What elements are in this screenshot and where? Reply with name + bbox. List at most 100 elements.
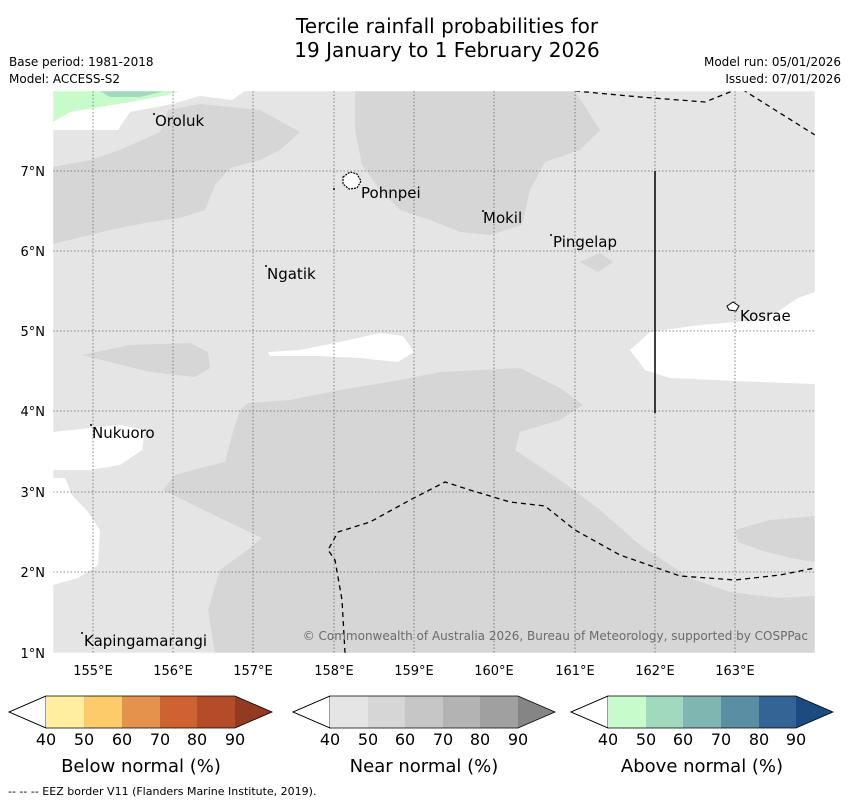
- title-line-1: Tercile rainfall probabilities for: [295, 14, 599, 38]
- title-line-2: 19 January to 1 February 2026: [294, 38, 600, 62]
- lat-tick-7: 7°N: [21, 165, 46, 180]
- colorbar-below-tick-90: 90: [225, 730, 245, 749]
- map-frame: [52, 90, 816, 654]
- model-run: Model run: 05/01/2026: [703, 55, 841, 69]
- colorbar-above-tick-70: 70: [711, 730, 731, 749]
- colorbar-near-tick-90: 90: [508, 730, 528, 749]
- colorbar-above-band-5: [759, 696, 796, 728]
- lon-tick-158: 158°E: [314, 664, 354, 679]
- colorbar-below-band-5: [197, 696, 235, 728]
- colorbar-near-title: Near normal (%): [350, 756, 499, 777]
- meta-right: Model run: 05/01/2026 Issued: 07/01/2026: [704, 54, 841, 88]
- lat-tick-4: 4°N: [21, 405, 46, 420]
- lon-tick-157: 157°E: [233, 664, 273, 679]
- issued-date: Issued: 07/01/2026: [725, 72, 841, 86]
- near-normal-50-60-region-north: [355, 91, 600, 235]
- kosrae-island: [726, 301, 740, 312]
- colorbar-above-outline: [569, 695, 835, 729]
- place-label-kosrae: Kosrae: [740, 307, 791, 325]
- place-label-kapingamarangi: Kapingamarangi: [84, 632, 207, 650]
- place-label-pingelap: Pingelap: [553, 233, 617, 251]
- pingelap-dot: [550, 234, 552, 236]
- near-normal-50-60-region-nw: [53, 104, 300, 244]
- base-period: Base period: 1981-2018: [9, 55, 154, 69]
- colorbar-near-band-2: [368, 696, 405, 728]
- colorbar-near-tick-80: 80: [470, 730, 490, 749]
- colorbar-near-normal: 40 50 60 70 80 90 Near normal (%): [291, 695, 557, 777]
- near-normal-50-60-region-small: [580, 253, 613, 272]
- colorbar-near-tick-40: 40: [320, 730, 340, 749]
- colorbar-near-outline: [291, 695, 557, 729]
- lat-axis: 7°N 6°N 5°N 4°N 3°N 2°N 1°N: [21, 165, 46, 662]
- eez-footer-note: -- -- -- EEZ border V11 (Flanders Marine…: [8, 785, 317, 798]
- colorbar-below-tick-80: 80: [187, 730, 207, 749]
- colorbar-below-max-arrow: [235, 696, 272, 728]
- mokil-dot: [482, 210, 484, 212]
- colorbar-near-band-5: [480, 696, 518, 728]
- lat-tick-2: 2°N: [21, 566, 46, 581]
- colorbar-below-band-4: [160, 696, 197, 728]
- lon-tick-155: 155°E: [73, 664, 113, 679]
- colorbar-above-max-arrow: [796, 696, 833, 728]
- above-normal-40-50-region: [53, 91, 180, 122]
- oroluk-dot: [153, 113, 155, 115]
- lon-tick-159: 159°E: [394, 664, 434, 679]
- eez-border: [327, 91, 815, 653]
- colorbar-above-tick-40: 40: [598, 730, 618, 749]
- meta-left: Base period: 1981-2018 Model: ACCESS-S2: [9, 54, 154, 88]
- colorbar-below-outline: [7, 695, 274, 729]
- lon-tick-162: 162°E: [635, 664, 675, 679]
- colorbar-above-tick-80: 80: [749, 730, 769, 749]
- lon-tick-156: 156°E: [153, 664, 193, 679]
- colorbar-near-band-4: [443, 696, 480, 728]
- lon-tick-160: 160°E: [474, 664, 514, 679]
- lat-tick-1: 1°N: [21, 647, 46, 662]
- place-label-oroluk: Oroluk: [155, 112, 204, 130]
- colorbar-above-tick-60: 60: [673, 730, 693, 749]
- map-title: Tercile rainfall probabilities for 19 Ja…: [0, 14, 850, 62]
- colorbar-above-tick-50: 50: [636, 730, 656, 749]
- graticule: [53, 91, 815, 653]
- model-name: Model: ACCESS-S2: [9, 72, 121, 86]
- colorbar-below-band-3: [122, 696, 160, 728]
- colorbar-below-tick-40: 40: [36, 730, 56, 749]
- near-normal-50-60-region-south: [163, 368, 815, 653]
- colorbar-near-band-3: [405, 696, 443, 728]
- colorbar-above-band-4: [721, 696, 759, 728]
- place-label-nukuoro: Nukuoro: [92, 424, 155, 442]
- colorbar-below-tick-70: 70: [150, 730, 170, 749]
- colorbar-below-title: Below normal (%): [61, 756, 221, 777]
- lon-axis: 155°E 156°E 157°E 158°E 159°E 160°E 161°…: [73, 664, 755, 679]
- nukuoro-dot: [90, 424, 92, 426]
- colorbar-above-band-3: [683, 696, 721, 728]
- place-label-pohnpei: Pohnpei: [361, 184, 421, 202]
- colorbar-near-min-arrow: [291, 695, 331, 729]
- colorbar-above-band-2: [646, 696, 683, 728]
- colorbar-below-min-arrow: [7, 695, 47, 729]
- low-probability-region-sw: [53, 478, 100, 585]
- map-area: Oroluk Pohnpei Mokil Pingelap Ngatik Kos…: [53, 91, 815, 653]
- colorbar-below-tick-60: 60: [112, 730, 132, 749]
- colorbar-above-min-arrow: [569, 695, 609, 729]
- near-normal-50-60-region-west: [82, 343, 210, 377]
- lat-tick-3: 3°N: [21, 486, 46, 501]
- colorbar-above-band-1: [608, 696, 646, 728]
- colorbar-near-tick-60: 60: [395, 730, 415, 749]
- lat-tick-5: 5°N: [21, 325, 46, 340]
- pohnpei-dot: [333, 188, 335, 190]
- colorbar-near-tick-50: 50: [358, 730, 378, 749]
- colorbar-above-normal: 40 50 60 70 80 90 Above normal (%): [569, 695, 835, 777]
- low-probability-region-central: [268, 333, 414, 362]
- colorbar-above-title: Above normal (%): [621, 756, 783, 777]
- low-probability-region-nukuoro: [53, 425, 145, 470]
- colorbar-near-max-arrow: [518, 696, 555, 728]
- lon-tick-163: 163°E: [715, 664, 755, 679]
- lon-tick-161: 161°E: [555, 664, 595, 679]
- kapingamarangi-dot: [81, 632, 83, 634]
- colorbar-below-normal: 40 50 60 70 80 90 Below normal (%): [7, 695, 274, 777]
- low-probability-region-east: [630, 292, 815, 384]
- above-normal-50-60-region: [100, 91, 165, 97]
- copyright-notice: © Commonwealth of Australia 2026, Bureau…: [303, 629, 808, 643]
- colorbar-below-tick-50: 50: [74, 730, 94, 749]
